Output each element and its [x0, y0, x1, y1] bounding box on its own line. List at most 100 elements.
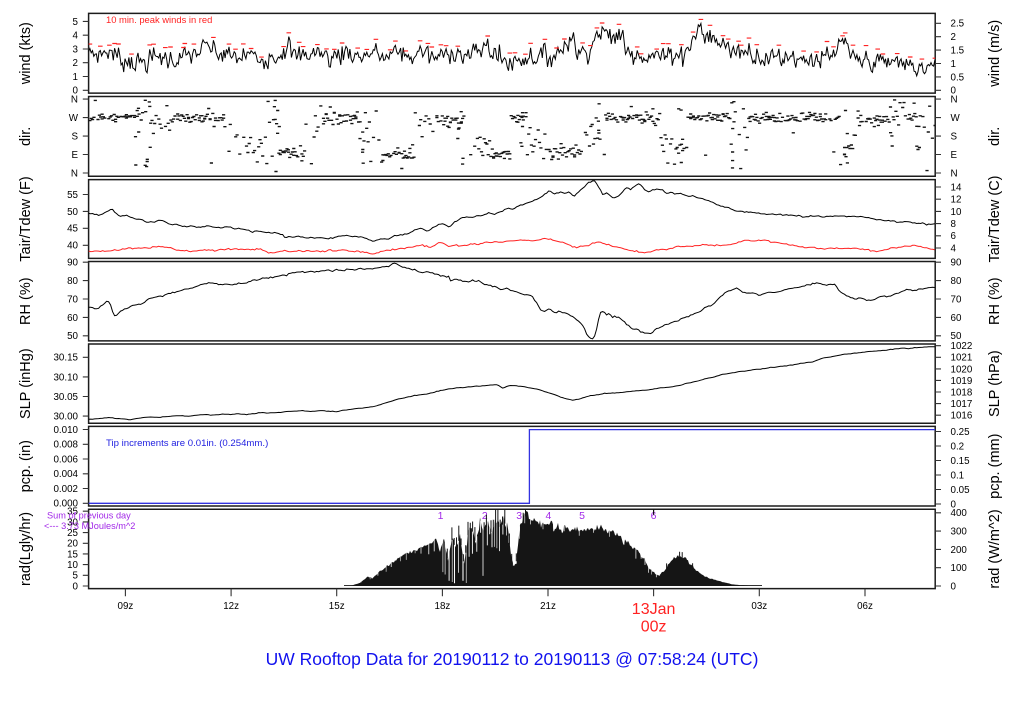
svg-text:W: W	[69, 113, 79, 124]
svg-text:3: 3	[73, 44, 79, 55]
svg-text:50: 50	[67, 207, 78, 218]
svg-text:RH (%): RH (%)	[987, 277, 1003, 325]
svg-text:0.004: 0.004	[53, 469, 78, 480]
svg-text:70: 70	[67, 294, 78, 305]
svg-text:2: 2	[482, 510, 488, 522]
svg-text:wind (kts): wind (kts)	[18, 22, 34, 85]
svg-text:1: 1	[951, 59, 956, 70]
svg-text:2.5: 2.5	[951, 19, 965, 30]
svg-text:00z: 00z	[641, 619, 667, 636]
svg-text:N: N	[71, 168, 78, 179]
svg-text:S: S	[71, 132, 78, 143]
svg-text:55: 55	[67, 190, 78, 201]
svg-text:13Jan: 13Jan	[632, 601, 676, 618]
svg-text:400: 400	[951, 508, 968, 519]
svg-text:5: 5	[73, 17, 79, 28]
svg-text:30.00: 30.00	[53, 412, 78, 423]
svg-text:Tair/Tdew (F): Tair/Tdew (F)	[18, 176, 34, 261]
svg-text:4: 4	[73, 31, 79, 42]
svg-text:0.05: 0.05	[951, 485, 971, 496]
svg-text:<--- 3.73 MJoules/m^2: <--- 3.73 MJoules/m^2	[44, 521, 135, 531]
svg-text:90: 90	[951, 258, 962, 269]
svg-text:18z: 18z	[435, 601, 451, 612]
svg-text:0.002: 0.002	[53, 484, 78, 495]
svg-text:rad (W/m^2): rad (W/m^2)	[987, 509, 1003, 588]
svg-text:dir.: dir.	[987, 127, 1003, 146]
svg-text:0.25: 0.25	[951, 427, 971, 438]
svg-text:45: 45	[67, 224, 78, 235]
svg-text:90: 90	[67, 258, 78, 269]
svg-text:09z: 09z	[118, 601, 134, 612]
svg-text:30.10: 30.10	[53, 372, 78, 383]
svg-text:pcp. (mm): pcp. (mm)	[987, 434, 1003, 499]
svg-text:N: N	[951, 168, 958, 179]
svg-text:14: 14	[951, 182, 962, 193]
svg-text:60: 60	[951, 313, 962, 324]
svg-text:S: S	[951, 132, 958, 143]
svg-text:4: 4	[545, 510, 551, 522]
svg-text:0.000: 0.000	[53, 499, 78, 510]
svg-text:Tip increments are 0.01in. (0.: Tip increments are 0.01in. (0.254mm.)	[106, 438, 268, 449]
svg-text:rad(Lgly/hr): rad(Lgly/hr)	[18, 512, 34, 586]
svg-text:200: 200	[951, 545, 968, 556]
svg-text:15z: 15z	[329, 601, 345, 612]
svg-text:wind (m/s): wind (m/s)	[987, 20, 1003, 88]
svg-text:30: 30	[67, 517, 78, 528]
svg-text:0.15: 0.15	[951, 456, 971, 467]
svg-text:Tair/Tdew (C): Tair/Tdew (C)	[987, 175, 1003, 262]
svg-text:5: 5	[579, 510, 585, 522]
svg-text:20: 20	[67, 539, 78, 550]
svg-text:0: 0	[73, 86, 79, 97]
svg-text:70: 70	[951, 294, 962, 305]
svg-text:0: 0	[951, 581, 957, 592]
svg-text:35: 35	[67, 507, 78, 518]
svg-text:1018: 1018	[951, 387, 973, 398]
svg-text:12: 12	[951, 195, 962, 206]
svg-text:0.008: 0.008	[53, 440, 78, 451]
svg-text:10: 10	[67, 560, 78, 571]
svg-text:2: 2	[951, 32, 956, 43]
svg-text:06z: 06z	[857, 601, 873, 612]
svg-text:12z: 12z	[223, 601, 239, 612]
svg-text:6: 6	[951, 231, 957, 242]
svg-text:E: E	[951, 150, 958, 161]
svg-text:0.010: 0.010	[53, 425, 78, 436]
svg-text:0: 0	[951, 499, 957, 510]
svg-text:0.1: 0.1	[951, 470, 965, 481]
svg-text:SLP (hPa): SLP (hPa)	[987, 350, 1003, 417]
svg-text:5: 5	[73, 571, 79, 582]
svg-text:1016: 1016	[951, 411, 973, 422]
svg-text:0.006: 0.006	[53, 454, 78, 465]
svg-text:N: N	[71, 95, 78, 106]
svg-text:W: W	[951, 113, 961, 124]
svg-text:80: 80	[67, 276, 78, 287]
svg-text:4: 4	[951, 243, 957, 254]
svg-text:10: 10	[951, 207, 962, 218]
svg-text:Sum of previous day: Sum of previous day	[47, 511, 131, 521]
svg-text:3: 3	[516, 510, 522, 522]
svg-text:10 min. peak winds in red: 10 min. peak winds in red	[106, 14, 212, 25]
svg-text:300: 300	[951, 527, 968, 538]
svg-text:1021: 1021	[951, 353, 973, 364]
svg-text:6: 6	[651, 510, 657, 522]
svg-text:60: 60	[67, 313, 78, 324]
svg-text:30.15: 30.15	[53, 353, 78, 364]
svg-text:1: 1	[73, 72, 78, 83]
svg-text:1017: 1017	[951, 399, 973, 410]
svg-text:pcp. (in): pcp. (in)	[18, 440, 34, 492]
svg-text:8: 8	[951, 219, 957, 230]
svg-text:2: 2	[73, 58, 78, 69]
svg-text:1020: 1020	[951, 364, 973, 375]
svg-text:E: E	[71, 150, 78, 161]
svg-text:1022: 1022	[951, 341, 973, 352]
svg-text:1019: 1019	[951, 376, 973, 387]
svg-text:30.05: 30.05	[53, 392, 78, 403]
svg-text:0: 0	[951, 86, 957, 97]
svg-text:0: 0	[73, 581, 79, 592]
svg-text:SLP (inHg): SLP (inHg)	[18, 348, 34, 419]
svg-text:40: 40	[67, 241, 78, 252]
svg-text:03z: 03z	[751, 601, 767, 612]
svg-text:N: N	[951, 95, 958, 106]
svg-text:0.2: 0.2	[951, 441, 965, 452]
svg-text:15: 15	[67, 549, 78, 560]
